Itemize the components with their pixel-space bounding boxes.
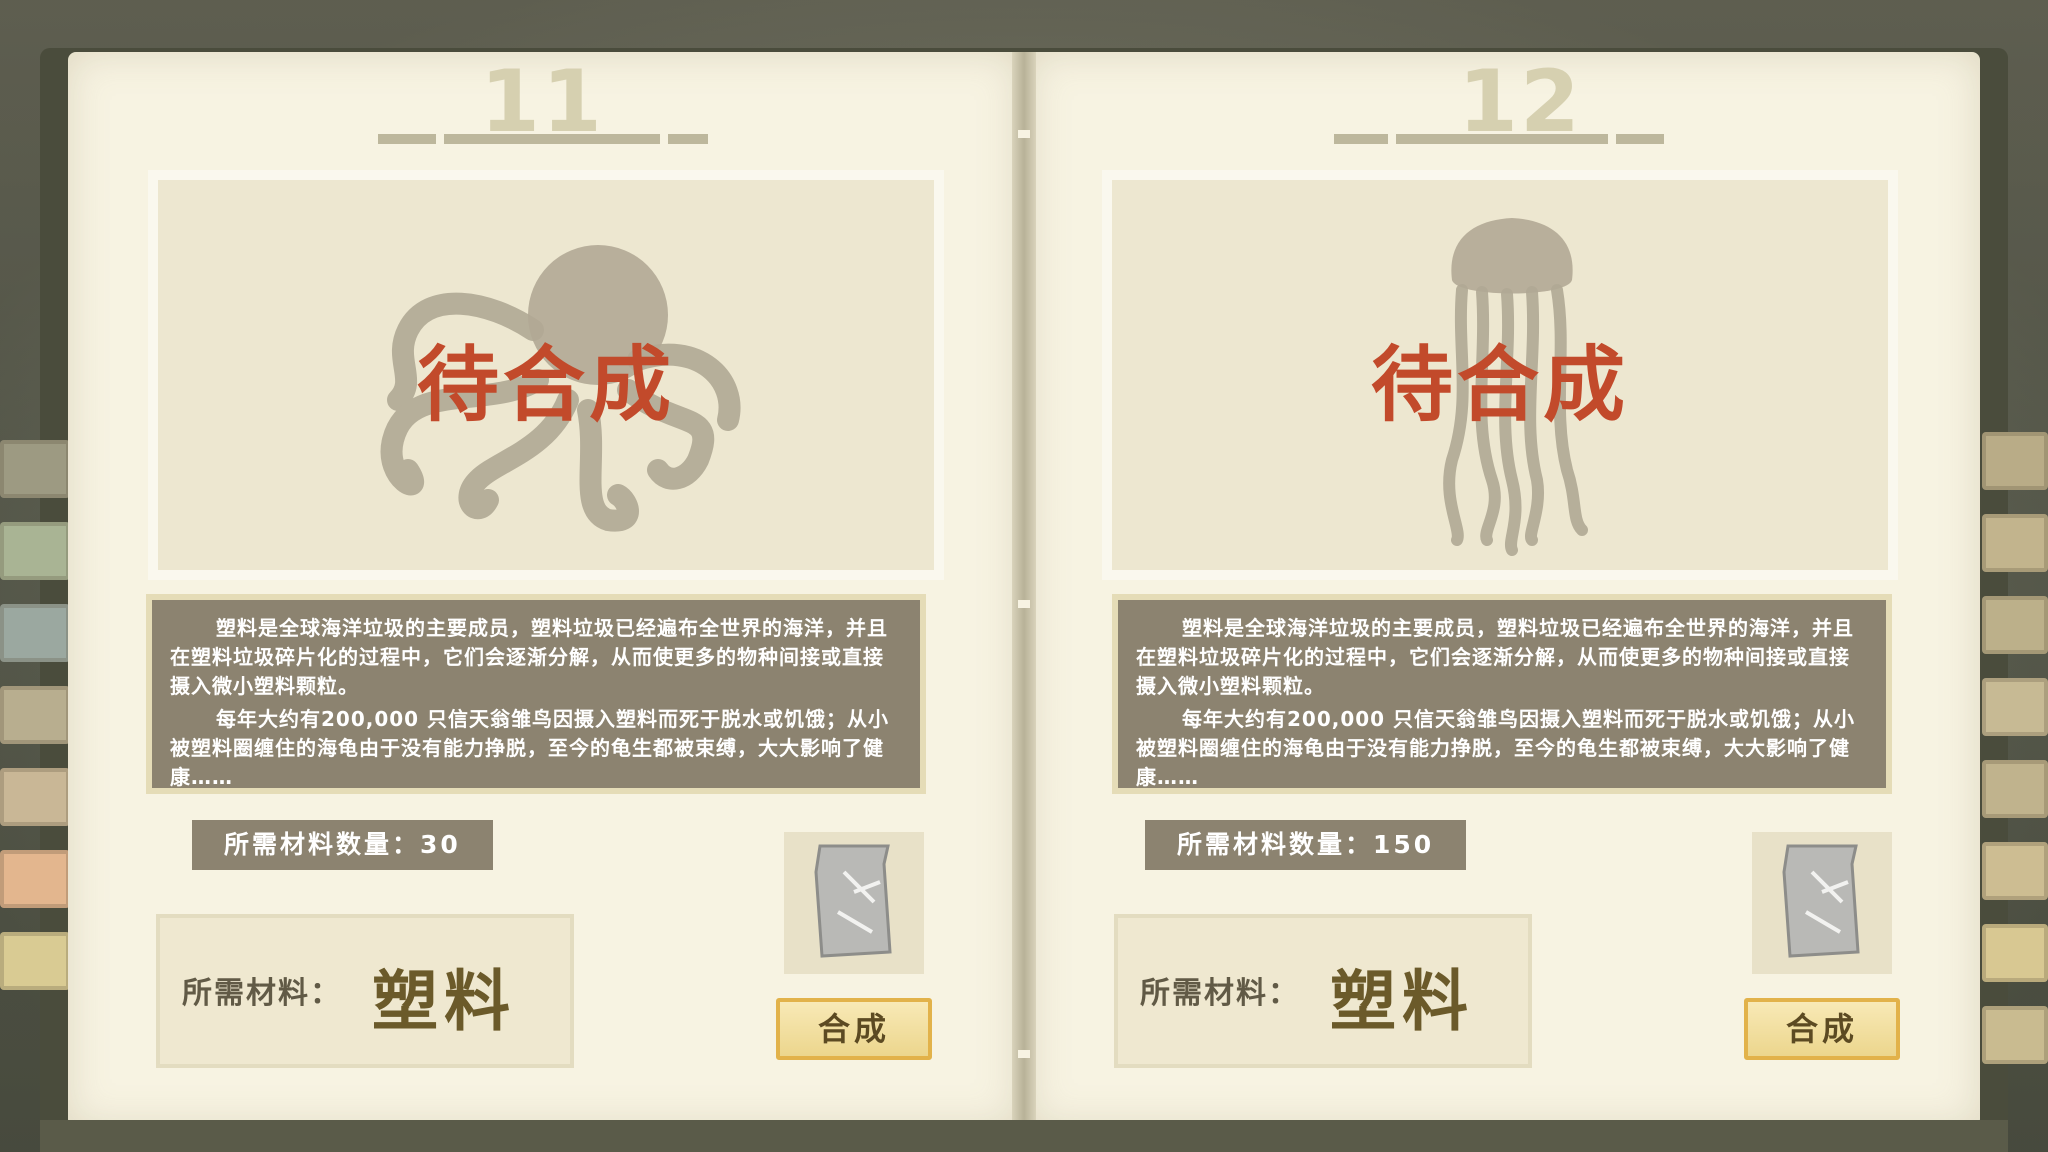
rule-gap — [660, 134, 668, 144]
spine-stitch — [1018, 1050, 1030, 1058]
rule-gap — [436, 134, 444, 144]
description-paragraph: 每年大约有200,000 只信天翁雏鸟因摄入塑料而死于脱水或饥饿；从小被塑料圈缠… — [170, 707, 890, 789]
craft-button[interactable]: 合成 — [1744, 998, 1900, 1060]
craft-button[interactable]: 合成 — [776, 998, 932, 1060]
spine-stitch — [1018, 130, 1030, 138]
bookmark-tab[interactable] — [1982, 842, 2048, 900]
status-pending-label: 待合成 — [416, 338, 675, 433]
bookmark-tab[interactable] — [0, 440, 70, 498]
description-box: 塑料是全球海洋垃圾的主要成员，塑料垃圾已经遍布全世界的海洋，并且在塑料垃圾碎片化… — [146, 594, 926, 794]
jellyfish-silhouette-icon — [1443, 218, 1588, 556]
bookmark-tab[interactable] — [1982, 924, 2048, 982]
material-value: 塑料 — [372, 963, 516, 1040]
bookmark-tab[interactable] — [1982, 760, 2048, 818]
creature-card: 待合成 — [1112, 180, 1888, 570]
description-paragraph: 塑料是全球海洋垃圾的主要成员，塑料垃圾已经遍布全世界的海洋，并且在塑料垃圾碎片化… — [1136, 616, 1854, 698]
material-panel: 所需材料： 塑料 — [160, 918, 570, 1064]
material-quantity: 所需材料数量：30 — [192, 820, 493, 870]
creature-card: 待合成 — [158, 180, 934, 570]
description-paragraph: 每年大约有200,000 只信天翁雏鸟因摄入塑料而死于脱水或饥饿；从小被塑料圈缠… — [1136, 707, 1856, 789]
rule-gap — [1388, 134, 1396, 144]
bookmark-tab[interactable] — [1982, 514, 2048, 572]
status-pending-label: 待合成 — [1370, 338, 1629, 433]
bookmark-tab[interactable] — [1982, 432, 2048, 490]
description-paragraph: 塑料是全球海洋垃圾的主要成员，塑料垃圾已经遍布全世界的海洋，并且在塑料垃圾碎片化… — [170, 616, 888, 698]
item-slot — [1752, 832, 1892, 974]
bookmark-tab[interactable] — [0, 850, 70, 908]
bookmark-tab[interactable] — [0, 686, 70, 744]
bookmark-tab[interactable] — [0, 768, 70, 826]
bookmark-tab[interactable] — [0, 522, 70, 580]
material-quantity: 所需材料数量：150 — [1145, 820, 1467, 870]
bookmark-tab[interactable] — [1982, 678, 2048, 736]
material-panel: 所需材料： 塑料 — [1118, 918, 1528, 1064]
material-label: 所需材料： — [182, 976, 342, 1011]
book-bottom-edge — [40, 1120, 2008, 1152]
octopus-silhouette-icon — [380, 245, 741, 532]
bookmark-tab[interactable] — [1982, 596, 2048, 654]
book-spine — [1012, 52, 1036, 1127]
item-slot — [784, 832, 924, 974]
description-box: 塑料是全球海洋垃圾的主要成员，塑料垃圾已经遍布全世界的海洋，并且在塑料垃圾碎片化… — [1112, 594, 1892, 794]
spine-stitch — [1018, 600, 1030, 608]
bookmark-tab[interactable] — [0, 604, 70, 662]
bookmark-tab[interactable] — [0, 932, 70, 990]
material-value: 塑料 — [1330, 963, 1474, 1040]
page-number-rule — [378, 134, 708, 144]
material-label: 所需材料： — [1140, 976, 1300, 1011]
plastic-bag-icon — [1782, 844, 1860, 958]
bookmark-tab[interactable] — [1982, 1006, 2048, 1064]
rule-gap — [1608, 134, 1616, 144]
plastic-bag-icon — [814, 844, 892, 958]
page-number-rule — [1334, 134, 1664, 144]
